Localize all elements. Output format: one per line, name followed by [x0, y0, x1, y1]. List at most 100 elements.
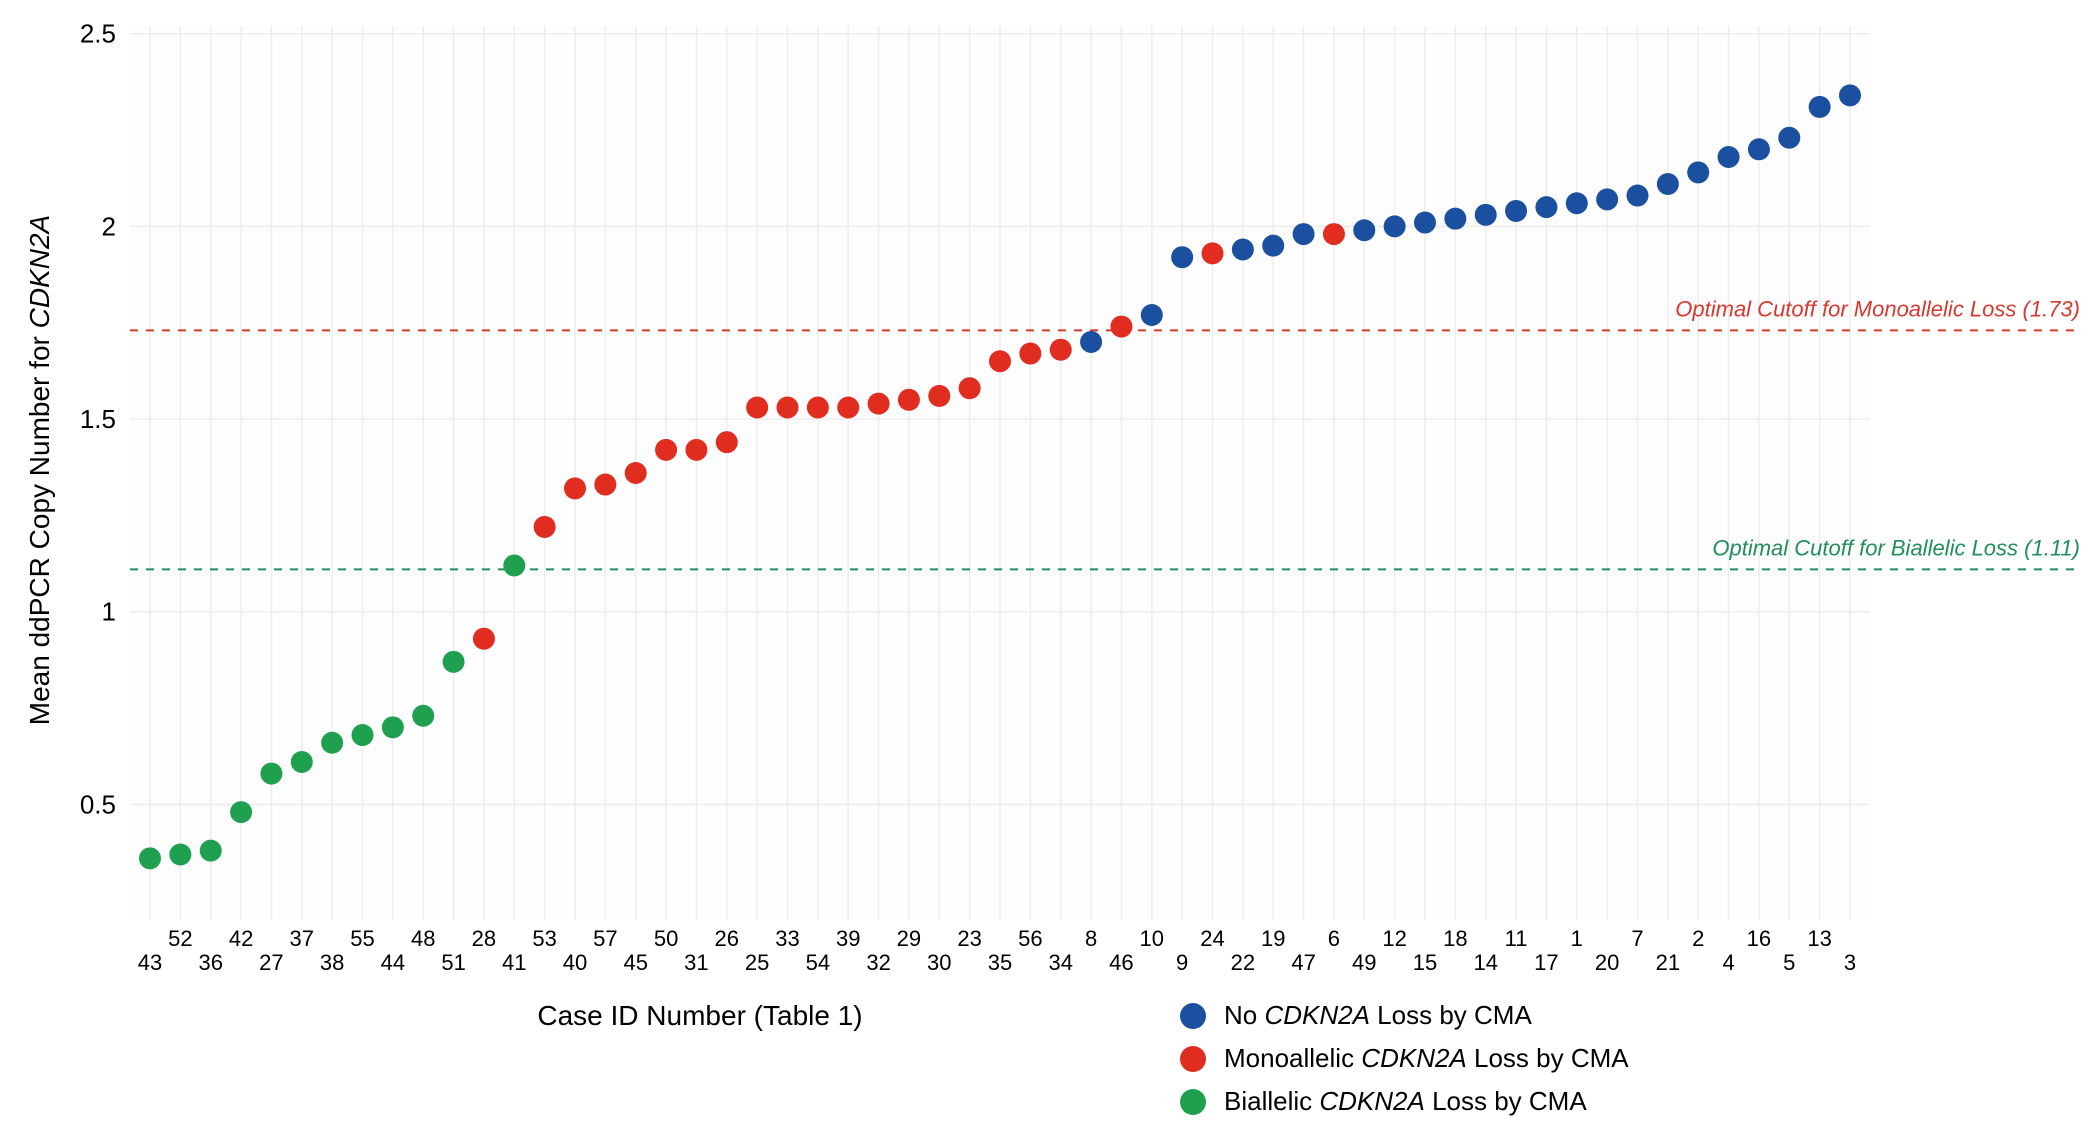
x-tick-label: 7 — [1631, 926, 1643, 951]
legend-label: Biallelic CDKN2A Loss by CMA — [1224, 1086, 1587, 1117]
data-point — [1262, 235, 1284, 257]
x-tick-label: 40 — [563, 950, 587, 975]
x-tick-label: 43 — [138, 950, 162, 975]
x-tick-label: 12 — [1382, 926, 1406, 951]
x-tick-label: 36 — [198, 950, 222, 975]
y-tick-label: 0.5 — [80, 789, 116, 819]
x-tick-label: 18 — [1443, 926, 1467, 951]
y-tick-label: 1.5 — [80, 404, 116, 434]
data-point — [443, 651, 465, 673]
data-point — [1414, 212, 1436, 234]
x-tick-label: 51 — [441, 950, 465, 975]
x-tick-label: 22 — [1231, 950, 1255, 975]
data-point — [1293, 223, 1315, 245]
data-point — [1566, 192, 1588, 214]
x-tick-label: 27 — [259, 950, 283, 975]
legend-label: No CDKN2A Loss by CMA — [1224, 1000, 1532, 1031]
x-tick-label: 54 — [806, 950, 830, 975]
x-tick-label: 48 — [411, 926, 435, 951]
data-point — [1050, 339, 1072, 361]
x-tick-label: 20 — [1595, 950, 1619, 975]
data-point — [807, 396, 829, 418]
x-tick-label: 37 — [290, 926, 314, 951]
data-point — [777, 396, 799, 418]
x-tick-label: 10 — [1140, 926, 1164, 951]
x-tick-label: 21 — [1656, 950, 1680, 975]
x-tick-label: 15 — [1413, 950, 1437, 975]
x-tick-label: 53 — [532, 926, 556, 951]
x-tick-label: 56 — [1018, 926, 1042, 951]
chart-container: 0.511.522.5Optimal Cutoff for Monoalleli… — [0, 0, 2100, 1140]
x-tick-label: 25 — [745, 950, 769, 975]
cutoff-label: Optimal Cutoff for Biallelic Loss (1.11) — [1712, 535, 2080, 560]
data-point — [1171, 246, 1193, 268]
data-point — [200, 840, 222, 862]
y-tick-label: 1 — [102, 597, 116, 627]
legend-item: No CDKN2A Loss by CMA — [1180, 1000, 1629, 1031]
data-point — [716, 431, 738, 453]
x-tick-label: 2 — [1692, 926, 1704, 951]
data-point — [1202, 242, 1224, 264]
data-point — [625, 462, 647, 484]
x-tick-label: 3 — [1844, 950, 1856, 975]
data-point — [959, 377, 981, 399]
data-point — [291, 751, 313, 773]
x-tick-label: 44 — [381, 950, 405, 975]
x-tick-label: 49 — [1352, 950, 1376, 975]
x-tick-label: 19 — [1261, 926, 1285, 951]
x-tick-label: 14 — [1473, 950, 1497, 975]
x-tick-label: 29 — [897, 926, 921, 951]
data-point — [1505, 200, 1527, 222]
data-point — [1232, 239, 1254, 261]
data-point — [1444, 208, 1466, 230]
data-point — [1657, 173, 1679, 195]
x-tick-label: 35 — [988, 950, 1012, 975]
data-point — [321, 732, 343, 754]
x-tick-label: 32 — [866, 950, 890, 975]
data-point — [1535, 196, 1557, 218]
data-point — [655, 439, 677, 461]
data-point — [230, 801, 252, 823]
x-tick-label: 38 — [320, 950, 344, 975]
data-point — [1627, 185, 1649, 207]
data-point — [503, 554, 525, 576]
data-point — [1718, 146, 1740, 168]
x-tick-label: 50 — [654, 926, 678, 951]
legend: No CDKN2A Loss by CMA Monoallelic CDKN2A … — [1180, 1000, 1629, 1129]
x-tick-label: 26 — [715, 926, 739, 951]
data-point — [1384, 215, 1406, 237]
x-tick-label: 28 — [472, 926, 496, 951]
data-point — [746, 396, 768, 418]
data-point — [139, 847, 161, 869]
x-tick-label: 46 — [1109, 950, 1133, 975]
x-tick-label: 8 — [1085, 926, 1097, 951]
x-tick-label: 41 — [502, 950, 526, 975]
legend-dot — [1180, 1046, 1206, 1072]
x-tick-label: 33 — [775, 926, 799, 951]
data-point — [989, 350, 1011, 372]
data-point — [473, 628, 495, 650]
data-point — [1080, 331, 1102, 353]
x-axis-title: Case ID Number (Table 1) — [537, 1000, 862, 1032]
legend-dot — [1180, 1003, 1206, 1029]
x-tick-label: 39 — [836, 926, 860, 951]
y-axis-title-span: Mean ddPCR Copy Number for CDKN2A — [24, 215, 55, 725]
data-point — [1809, 96, 1831, 118]
data-point — [685, 439, 707, 461]
data-point — [1596, 188, 1618, 210]
x-tick-label: 5 — [1783, 950, 1795, 975]
data-point — [898, 389, 920, 411]
data-point — [1748, 138, 1770, 160]
y-axis-title: Mean ddPCR Copy Number for CDKN2A — [24, 215, 56, 725]
data-point — [928, 385, 950, 407]
legend-item: Monoallelic CDKN2A Loss by CMA — [1180, 1043, 1629, 1074]
legend-item: Biallelic CDKN2A Loss by CMA — [1180, 1086, 1629, 1117]
x-tick-label: 1 — [1571, 926, 1583, 951]
data-point — [594, 474, 616, 496]
x-tick-label: 34 — [1048, 950, 1072, 975]
x-tick-label: 30 — [927, 950, 951, 975]
x-tick-label: 45 — [623, 950, 647, 975]
scatter-chart: 0.511.522.5Optimal Cutoff for Monoalleli… — [0, 0, 2100, 1140]
data-point — [1323, 223, 1345, 245]
cutoff-label: Optimal Cutoff for Monoallelic Loss (1.7… — [1675, 296, 2080, 321]
